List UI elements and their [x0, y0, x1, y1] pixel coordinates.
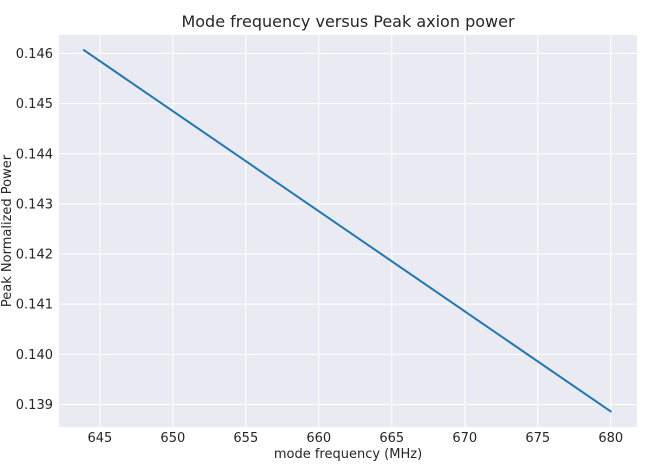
y-tick-label: 0.140: [16, 348, 53, 363]
x-tick-labels: 645 650 655 660 665 670 675 680: [87, 431, 623, 446]
y-tick-label: 0.139: [16, 398, 53, 413]
y-tick-label: 0.143: [16, 197, 53, 212]
x-tick-label: 650: [160, 431, 185, 446]
x-tick-label: 645: [87, 431, 112, 446]
x-tick-label: 665: [379, 431, 404, 446]
y-axis-label: Peak Normalized Power: [0, 154, 15, 307]
series-line-0: [82, 49, 612, 413]
x-tick-label: 680: [598, 431, 623, 446]
chart-title: Mode frequency versus Peak axion power: [181, 12, 514, 31]
y-tick-labels: 0.139 0.140 0.141 0.142 0.143 0.144 0.145 0.146: [16, 47, 53, 413]
x-tick-label: 655: [233, 431, 258, 446]
x-tick-label: 670: [452, 431, 477, 446]
x-axis-label: mode frequency (MHz): [274, 447, 422, 462]
series-group: [82, 49, 612, 413]
x-tick-label: 675: [525, 431, 550, 446]
y-tick-label: 0.142: [16, 248, 53, 263]
x-tick-label: 660: [306, 431, 331, 446]
y-grid-lines: [59, 53, 637, 405]
y-tick-label: 0.146: [16, 47, 53, 62]
y-tick-label: 0.144: [16, 147, 53, 162]
y-tick-label: 0.145: [16, 97, 53, 112]
y-tick-label: 0.141: [16, 298, 53, 313]
